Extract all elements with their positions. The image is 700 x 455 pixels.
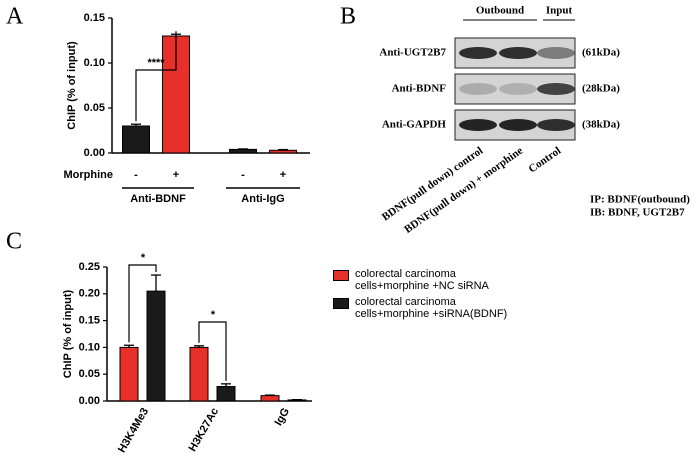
blot-band — [537, 83, 575, 95]
blot-row-label: Anti-UGT2B7 — [379, 47, 446, 59]
bar — [216, 386, 236, 402]
y-tick-label: 0.00 — [84, 147, 105, 159]
blot-band — [499, 83, 537, 95]
blot-band — [499, 47, 537, 59]
panel-label: A — [6, 4, 24, 30]
bar — [119, 346, 139, 402]
legend-swatch — [333, 298, 349, 309]
legend-label: colorectal carcinoma cells+morphine +siR… — [355, 296, 508, 320]
blot-size-label: (28kDa) — [582, 83, 620, 95]
significance-bracket — [135, 31, 177, 122]
blot-band — [499, 119, 537, 131]
blot-header: Outbound — [476, 5, 524, 17]
x-tick-label: H3K27Ac — [187, 406, 222, 454]
panel-label: C — [6, 229, 22, 255]
y-axis-label: ChIP (% of input) — [66, 41, 78, 130]
y-tick-label: 0.15 — [84, 12, 105, 24]
blot-row-label: Anti-BDNF — [392, 83, 447, 95]
bar — [146, 290, 166, 402]
lane-label: Control — [526, 145, 563, 176]
x-tick-label: - — [241, 169, 245, 181]
x-tick-label: IgG — [273, 406, 293, 428]
bar — [260, 395, 280, 402]
blot-note: IP: BDNF(outbound) — [590, 194, 690, 206]
x-tick-label: + — [173, 169, 179, 181]
blot-header: Input — [546, 5, 573, 17]
x-tick-label: - — [134, 169, 138, 181]
significance-label: * — [211, 309, 216, 321]
x-tick-label: + — [280, 169, 286, 181]
blot-band — [459, 119, 497, 131]
blot-band — [537, 119, 575, 131]
legend-label: colorectal carcinoma cells+morphine +NC … — [355, 268, 489, 292]
panel-label: B — [340, 4, 356, 30]
y-tick-label: 0.15 — [79, 315, 100, 327]
y-tick-label: 0.10 — [84, 57, 105, 69]
y-axis-label: ChIP (% of input) — [62, 289, 74, 378]
bar — [229, 148, 257, 154]
blot-size-label: (38kDa) — [582, 119, 620, 131]
y-tick-label: 0.05 — [79, 368, 100, 380]
row-label: Morphine — [64, 169, 114, 181]
blot-row-label: Anti-GAPDH — [382, 119, 447, 131]
blot-note: IB: BDNF, UGT2B7 — [590, 207, 685, 219]
significance-label: * — [141, 252, 146, 264]
bar — [189, 346, 209, 402]
group-label: Anti-BDNF — [130, 193, 186, 205]
y-tick-label: 0.20 — [79, 288, 100, 300]
blot-band — [537, 47, 575, 59]
significance-label: **** — [147, 57, 165, 69]
legend-item: colorectal carcinoma cells+morphine +NC … — [333, 268, 533, 292]
legend-item: colorectal carcinoma cells+morphine +siR… — [333, 296, 533, 320]
blot-size-label: (61kDa) — [582, 47, 620, 59]
significance-bracket — [128, 264, 157, 343]
legend: colorectal carcinoma cells+morphine +NC … — [333, 268, 533, 324]
significance-bracket — [198, 321, 227, 381]
x-tick-label: H3K4Me3 — [116, 406, 151, 455]
bar — [269, 149, 297, 154]
y-tick-label: 0.25 — [79, 261, 100, 273]
blot-band — [459, 83, 497, 95]
group-label: Anti-IgG — [241, 193, 284, 205]
y-tick-label: 0.05 — [84, 102, 105, 114]
legend-swatch — [333, 270, 349, 281]
y-tick-label: 0.10 — [79, 341, 100, 353]
y-tick-label: 0.00 — [79, 395, 100, 407]
bar — [122, 125, 150, 154]
blot-band — [459, 47, 497, 59]
